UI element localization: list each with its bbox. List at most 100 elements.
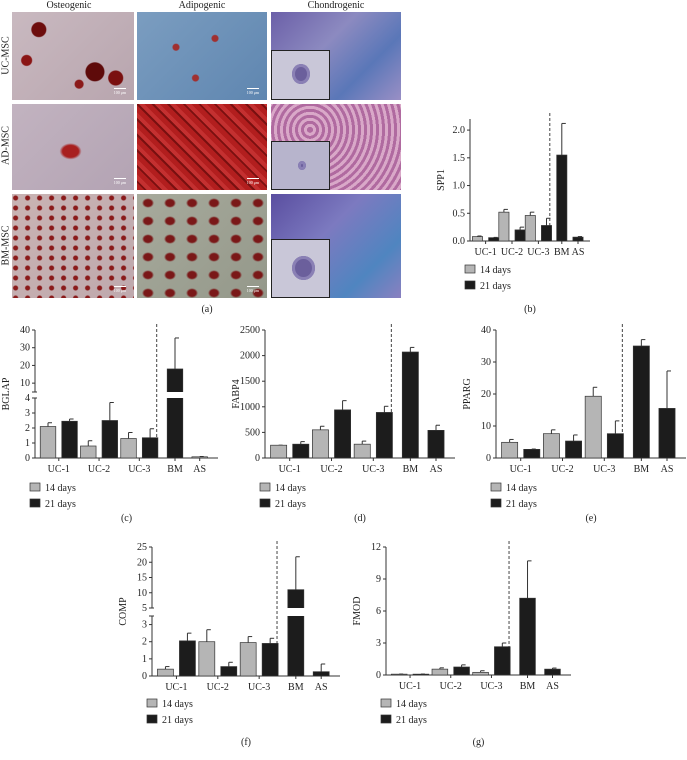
bar-21-days-uc-3: [606, 433, 624, 459]
micrograph-ad-chondrogenic: [271, 104, 401, 190]
bar-21-days-uc-3: [261, 643, 279, 677]
bar-14-days-uc-2: [498, 211, 510, 242]
x-tick-label: UC-3: [362, 464, 384, 475]
x-tick-label: AS: [572, 247, 585, 258]
legend-swatch-21-days: [29, 498, 41, 508]
x-tick-label: UC-1: [165, 682, 187, 693]
y-tick-label: 40: [481, 325, 491, 336]
column-header-adipogenic: Adipogenic: [178, 0, 226, 11]
y-tick-label: 0: [486, 453, 491, 464]
legend-swatch-21-days: [380, 714, 392, 724]
x-tick-label: BM: [403, 464, 419, 475]
bar-14-days-uc-3: [120, 438, 137, 459]
x-tick-label: AS: [193, 464, 206, 475]
y-tick-label: 0: [255, 453, 260, 464]
micrograph-bm-osteogenic: 100 μm: [12, 194, 134, 298]
micrograph-uc-adipogenic: 100 μm: [137, 12, 267, 100]
bar-14-days-uc-1: [472, 236, 483, 242]
bar-21-days-bm: [401, 351, 419, 459]
y-tick-label: 12: [371, 542, 381, 553]
legend-swatch-14-days: [259, 482, 271, 492]
inset-pellet: [271, 238, 331, 298]
y-tick-label: 2: [25, 423, 30, 434]
x-tick-label: BM: [288, 682, 304, 693]
bar-14-days-uc-2: [198, 641, 216, 677]
y-tick-label: 0.5: [453, 208, 466, 219]
legend-label: 14 days: [45, 483, 76, 494]
micrograph-ad-adipogenic: 100 μm: [137, 104, 267, 190]
bar-14-days-uc-1: [157, 668, 174, 677]
x-tick-label: UC-3: [480, 681, 502, 692]
y-tick-label: 3: [142, 620, 147, 631]
y-axis-label: COMP: [118, 597, 129, 626]
x-tick-label: UC-1: [279, 464, 301, 475]
x-tick-label: UC-2: [88, 464, 110, 475]
x-tick-label: UC-1: [474, 247, 496, 258]
y-tick-label: 9: [376, 574, 381, 585]
y-tick-label: 1: [142, 654, 147, 665]
column-header-chondrogenic: Chondrogenic: [307, 0, 365, 11]
legend-swatch-21-days: [146, 714, 158, 724]
bar-14-days-uc-2: [431, 668, 449, 676]
bar-21-days-uc-1: [412, 673, 430, 676]
bar-21-days-uc-2: [453, 666, 470, 676]
legend-swatch-21-days: [464, 280, 476, 290]
legend-label: 21 days: [506, 499, 537, 510]
bar-14-days-uc-3: [472, 671, 489, 676]
x-tick-label: AS: [430, 464, 443, 475]
y-tick-label: 2.0: [453, 125, 466, 136]
y-tick-label: 20: [137, 557, 147, 568]
x-tick-label: UC-3: [593, 464, 615, 475]
chart-comp: 0 1 2 3 5 10 15 20 25 COMP UC-1 UC-2 UC-3 BM AS 14 days…: [118, 541, 340, 748]
legend-swatch-14-days: [464, 264, 476, 274]
bar-14-days-uc-1: [270, 444, 288, 459]
y-axis-label: FMOD: [352, 597, 363, 626]
legend-label: 21 days: [45, 499, 76, 510]
y-tick-label: 0.0: [453, 236, 466, 247]
scale-bar: 100 μm: [246, 286, 259, 293]
legend-label: 21 days: [396, 715, 427, 726]
y-tick-label: 20: [20, 360, 30, 371]
legend-swatch-14-days: [380, 698, 392, 708]
legend-label: 14 days: [162, 699, 193, 710]
y-tick-label: 10: [137, 588, 147, 599]
bar-14-days-uc-1: [390, 673, 408, 676]
chart-bglap: 0 1 2 3 4 10 20 30 40 BGLAP UC-1 UC-2 UC-3 BM AS 14 day…: [1, 324, 218, 524]
bar-21-days-bm: [632, 345, 650, 459]
y-axis-label: FABP4: [231, 379, 242, 408]
x-tick-label: UC-1: [48, 464, 70, 475]
inset-pellet: [271, 49, 331, 100]
y-axis-label: SPP1: [436, 169, 447, 191]
bar-14-days-uc-3: [584, 395, 602, 459]
y-tick-label: 30: [20, 343, 30, 354]
y-tick-label: 15: [137, 573, 147, 584]
y-tick-label: 4: [25, 393, 30, 404]
y-tick-label: 3: [376, 638, 381, 649]
bar-14-days-uc-3: [524, 215, 536, 242]
bar-14-days-uc-1: [39, 426, 57, 459]
legend-label: 14 days: [480, 265, 511, 276]
y-tick-label: 1500: [240, 376, 260, 387]
panel-label-f: (f): [241, 737, 251, 748]
bar-21-days-as: [658, 408, 676, 459]
y-tick-label: 40: [20, 325, 30, 336]
panel-label-c: (c): [121, 513, 132, 524]
x-tick-label: BM: [167, 464, 183, 475]
y-tick-label: 0: [25, 453, 30, 464]
y-tick-label: 20: [481, 389, 491, 400]
x-tick-label: AS: [315, 682, 328, 693]
bar-14-days-uc-1: [501, 441, 519, 459]
bar-21-days-uc-1: [179, 640, 196, 677]
bar-21-days-uc-2: [101, 420, 118, 459]
bar-21-days-bm: [287, 589, 305, 677]
axis-break-gap: [286, 608, 305, 616]
scale-bar: 100 μm: [246, 88, 259, 95]
bar-21-days-bm: [519, 597, 536, 676]
column-header-osteogenic: Osteogenic: [46, 0, 92, 11]
bar-21-days-uc-3: [141, 437, 159, 459]
chart-spp1: 0.0 0.5 1.0 1.5 2.0 SPP1 UC-1 UC-2 UC-3 BM AS 14 da…: [436, 113, 590, 315]
y-tick-label: 0: [142, 671, 147, 682]
bar-21-days-bm: [166, 368, 184, 459]
scale-bar: 100 μm: [246, 178, 259, 185]
panel-label-g: (g): [473, 737, 485, 748]
